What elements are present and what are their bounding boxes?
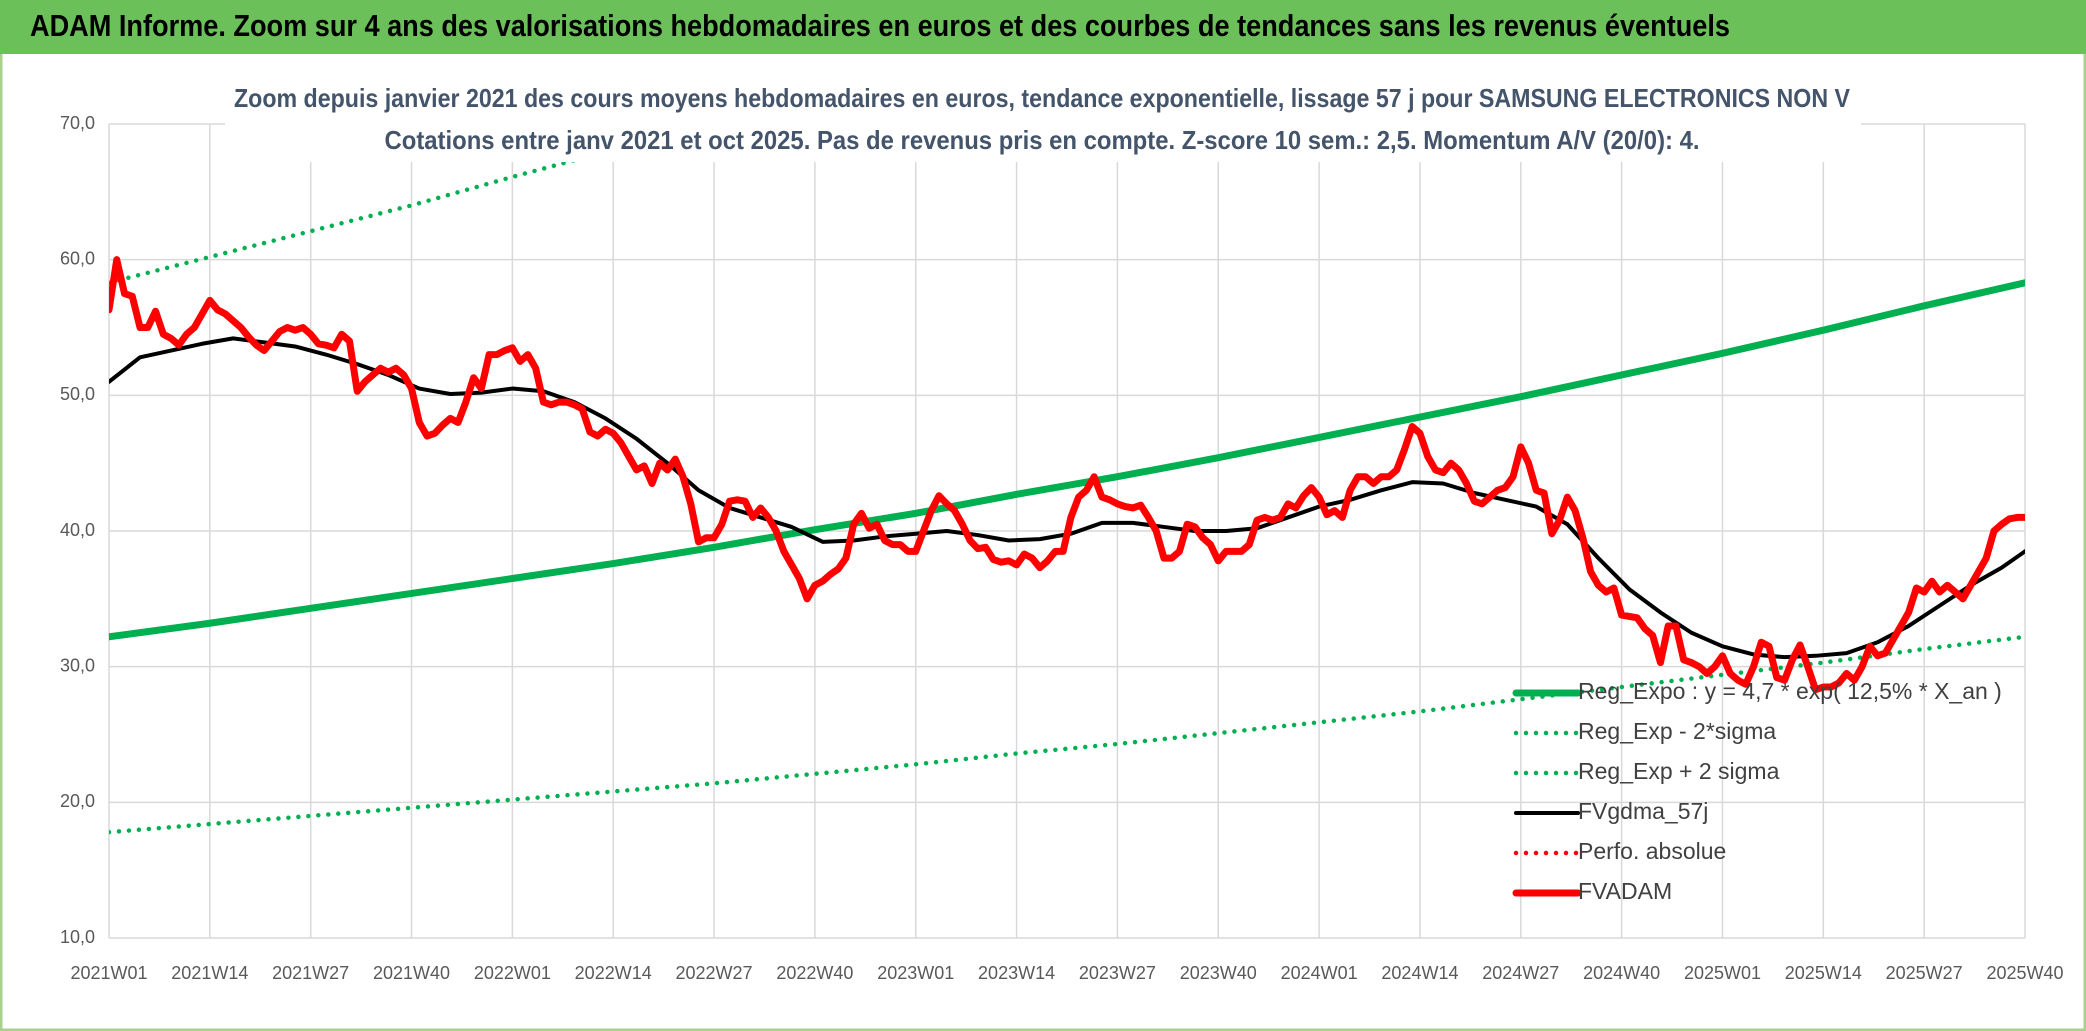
y-tick-label: 10,0 — [60, 927, 95, 947]
chart-subtitle: Cotations entre janv 2021 et oct 2025. P… — [385, 125, 1700, 155]
title-background — [225, 80, 1861, 162]
legend-label: FVADAM — [1578, 878, 1672, 904]
x-tick-label: 2023W14 — [978, 963, 1055, 983]
legend-label: Reg_Exp - 2*sigma — [1578, 718, 1776, 744]
series-line — [109, 279, 2025, 641]
y-tick-label: 50,0 — [60, 384, 95, 404]
series-line — [109, 336, 2025, 660]
x-tick-label: 2025W14 — [1785, 963, 1862, 983]
x-tick-label: 2022W14 — [575, 963, 652, 983]
x-tick-label: 2023W27 — [1079, 963, 1156, 983]
y-tick-label: 40,0 — [60, 520, 95, 540]
y-tick-label: 60,0 — [60, 248, 95, 268]
x-tick-label: 2025W01 — [1684, 963, 1761, 983]
y-tick-label: 30,0 — [60, 655, 95, 675]
y-tick-label: 20,0 — [60, 791, 95, 811]
x-tick-label: 2024W14 — [1381, 963, 1458, 983]
x-tick-label: 2022W27 — [676, 963, 753, 983]
legend-label: Reg_Exp + 2 sigma — [1578, 758, 1780, 784]
x-tick-label: 2024W27 — [1482, 963, 1559, 983]
series-line — [109, 256, 2025, 694]
x-tick-label: 2023W01 — [877, 963, 954, 983]
x-tick-label: 2022W01 — [474, 963, 551, 983]
chart-title: Zoom depuis janvier 2021 des cours moyen… — [234, 83, 1851, 113]
x-tick-label: 2021W40 — [373, 963, 450, 983]
plot-area — [109, 124, 2025, 835]
x-tick-label: 2024W40 — [1583, 963, 1660, 983]
x-tick-label: 2025W27 — [1886, 963, 1963, 983]
x-tick-label: 2023W40 — [1180, 963, 1257, 983]
header-bar — [0, 0, 2086, 54]
x-tick-label: 2025W40 — [1986, 963, 2063, 983]
x-tick-label: 2021W01 — [70, 963, 147, 983]
x-tick-label: 2021W27 — [272, 963, 349, 983]
grid: 10,0 20,0 30,0 40,0 50,0 60,0 70,0 2021W01 2021W… — [60, 113, 2064, 983]
y-tick-label: 70,0 — [60, 113, 95, 133]
series-line — [109, 634, 2025, 835]
header-title: ADAM Informe. Zoom sur 4 ans des valoris… — [30, 8, 1730, 43]
x-tick-label: 2022W40 — [776, 963, 853, 983]
legend-label: Reg_Expo : y = 4,7 * exp( 12,5% * X_an ) — [1578, 678, 2002, 704]
series-line — [109, 124, 709, 285]
x-tick-label: 2021W14 — [171, 963, 248, 983]
legend-label: FVgdma_57j — [1578, 798, 1708, 824]
legend: Reg_Expo : y = 4,7 * exp( 12,5% * X_an )… — [1512, 678, 2002, 904]
legend-label: Perfo. absolue — [1578, 838, 1726, 864]
x-tick-label: 2024W01 — [1281, 963, 1358, 983]
